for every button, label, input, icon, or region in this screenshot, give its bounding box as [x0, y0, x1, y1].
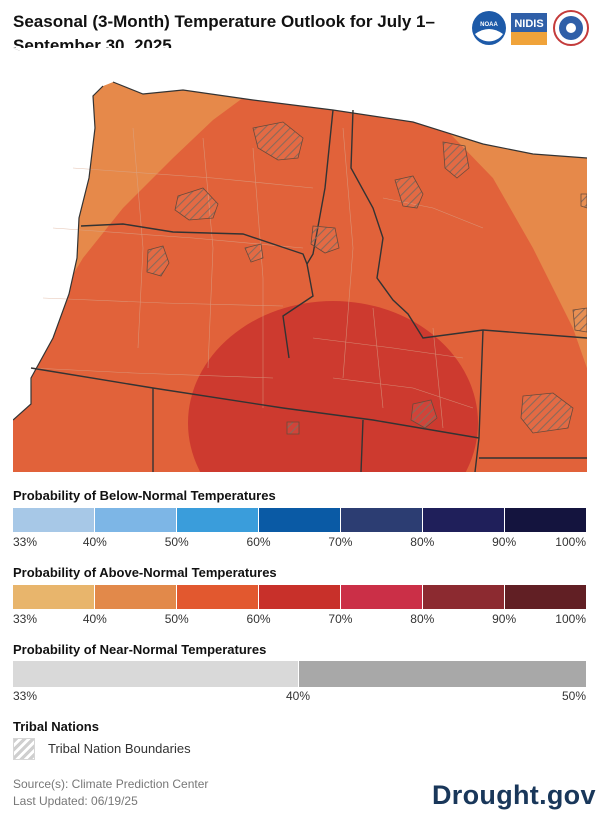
below-normal-colorbar [13, 508, 586, 532]
near-swatch [298, 661, 586, 687]
near-tick-label: 33% [13, 689, 38, 703]
nidis-logo-icon: NIDIS [511, 13, 547, 45]
nidis-logo-text: NIDIS [514, 18, 543, 30]
tribal-legend-title: Tribal Nations [13, 719, 99, 734]
below-swatch [505, 508, 586, 532]
above-normal-legend-title: Probability of Above-Normal Temperatures [13, 565, 277, 580]
below-tick-label: 50% [164, 535, 189, 549]
nws-logo-icon [553, 10, 589, 46]
above-tick-label: 60% [246, 612, 271, 626]
near-tick-label: 40% [285, 689, 311, 703]
map-region-above-50-60 [188, 301, 478, 472]
below-normal-legend-title: Probability of Below-Normal Temperatures [13, 488, 276, 503]
map-canada [113, 48, 587, 158]
below-swatch [423, 508, 505, 532]
below-tick-label: 60% [246, 535, 271, 549]
below-tick-label: 80% [410, 535, 435, 549]
above-swatch [505, 585, 586, 609]
footer-source: Source(s): Climate Prediction Center Las… [13, 776, 208, 810]
below-tick-label: 70% [328, 535, 353, 549]
state-borders [30, 109, 587, 472]
above-normal-ticks: 33% 40% 50% 60% 70% 80% 90% 100% [13, 612, 588, 628]
above-swatch [95, 585, 177, 609]
coastline [13, 85, 104, 421]
below-tick-label: 90% [492, 535, 517, 549]
map-region-above-33-40-ne [433, 116, 587, 368]
tribal-legend-label: Tribal Nation Boundaries [48, 741, 191, 756]
above-normal-colorbar [13, 585, 586, 609]
above-tick-label: 80% [410, 612, 435, 626]
above-swatch [177, 585, 259, 609]
noaa-logo-text: NOAA [480, 22, 498, 28]
canada-border [112, 81, 587, 159]
above-tick-label: 70% [328, 612, 353, 626]
above-tick-label: 40% [82, 612, 107, 626]
above-swatch [423, 585, 505, 609]
drought-gov-logo[interactable]: Drought.gov [432, 780, 596, 810]
agency-logos: NOAA NIDIS [472, 10, 589, 46]
below-tick-label: 100% [555, 535, 586, 549]
tribal-hatch-swatch [13, 738, 35, 760]
county-borders [32, 127, 484, 429]
below-swatch [341, 508, 423, 532]
last-updated-text: Last Updated: 06/19/25 [13, 794, 138, 808]
below-tick-label: 40% [82, 535, 107, 549]
map-ocean [13, 48, 103, 420]
tribal-areas [146, 121, 587, 435]
near-tick-label: 50% [561, 689, 586, 703]
below-swatch [13, 508, 95, 532]
below-normal-ticks: 33% 40% 50% 60% 70% 80% 90% 100% [13, 535, 588, 551]
above-swatch [13, 585, 95, 609]
above-tick-label: 33% [13, 612, 38, 626]
above-swatch [341, 585, 423, 609]
source-text: Source(s): Climate Prediction Center [13, 777, 209, 791]
near-normal-colorbar [13, 661, 586, 687]
above-tick-label: 50% [164, 612, 189, 626]
above-tick-label: 100% [555, 612, 586, 626]
above-swatch [259, 585, 341, 609]
temperature-outlook-map [13, 48, 587, 472]
above-tick-label: 90% [492, 612, 517, 626]
noaa-logo-icon: NOAA [472, 11, 506, 45]
below-tick-label: 33% [13, 535, 38, 549]
below-swatch [259, 508, 341, 532]
below-swatch [177, 508, 259, 532]
below-swatch [95, 508, 177, 532]
near-swatch [13, 661, 299, 687]
near-normal-ticks: 33% 40% 50% [13, 689, 588, 705]
near-normal-legend-title: Probability of Near-Normal Temperatures [13, 642, 267, 657]
